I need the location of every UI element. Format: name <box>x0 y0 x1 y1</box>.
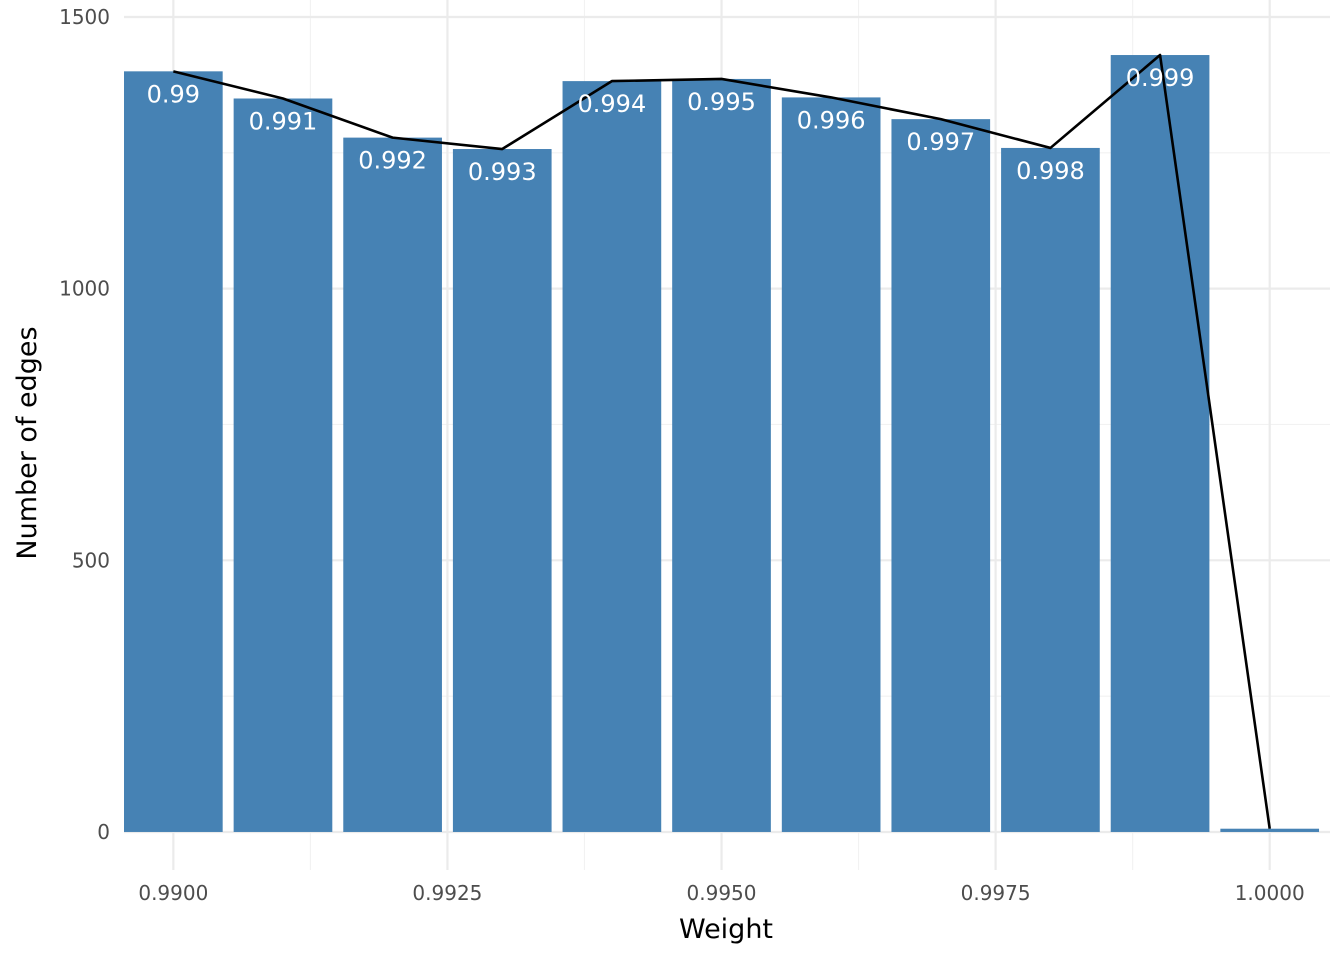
x-tick-label: 0.9925 <box>412 881 482 905</box>
bar <box>781 97 881 832</box>
bar-value-label: 0.996 <box>797 106 866 134</box>
bar-value-label: 0.992 <box>358 147 427 175</box>
bar-value-label: 0.994 <box>578 90 647 118</box>
y-tick-label: 0 <box>97 820 110 844</box>
x-tick-label: 0.9900 <box>138 881 208 905</box>
bar <box>1220 828 1320 832</box>
bar <box>891 119 991 832</box>
y-tick-label: 1000 <box>59 277 110 301</box>
bar-value-label: 0.991 <box>249 107 318 135</box>
bar <box>672 78 771 832</box>
x-tick-label: 0.9975 <box>961 881 1031 905</box>
trend-line-layer <box>173 53 1271 829</box>
y-axis-title: Number of edges <box>12 326 43 559</box>
bar-value-label: 0.998 <box>1016 157 1085 185</box>
bar <box>452 149 552 832</box>
bar-value-label: 0.993 <box>468 158 537 186</box>
bar-value-label: 0.99 <box>147 80 200 108</box>
bar <box>124 71 223 832</box>
axis-layer: 0 500 1000 1500 0.9900 0.9925 0.9950 0.9975 1.00… <box>59 5 1305 905</box>
x-tick-label: 0.9950 <box>687 881 757 905</box>
bar <box>1001 147 1100 832</box>
x-axis-title: Weight <box>679 914 773 945</box>
bar-value-label: 0.999 <box>1126 64 1195 92</box>
bar <box>233 98 333 832</box>
bar-value-label: 0.995 <box>687 88 756 116</box>
bar-value-label: 0.997 <box>906 128 975 156</box>
bar <box>343 137 442 832</box>
bar <box>562 81 662 832</box>
y-tick-label: 500 <box>72 548 110 572</box>
y-tick-label: 1500 <box>59 5 110 29</box>
bar <box>1110 55 1210 832</box>
x-tick-label: 1.0000 <box>1235 881 1305 905</box>
trend-line <box>173 53 1271 829</box>
bar-layer <box>124 55 1320 832</box>
bar-label-layer: 0.99 0.991 0.992 0.993 0.994 0.995 0.996 0.997 0… <box>147 64 1195 186</box>
